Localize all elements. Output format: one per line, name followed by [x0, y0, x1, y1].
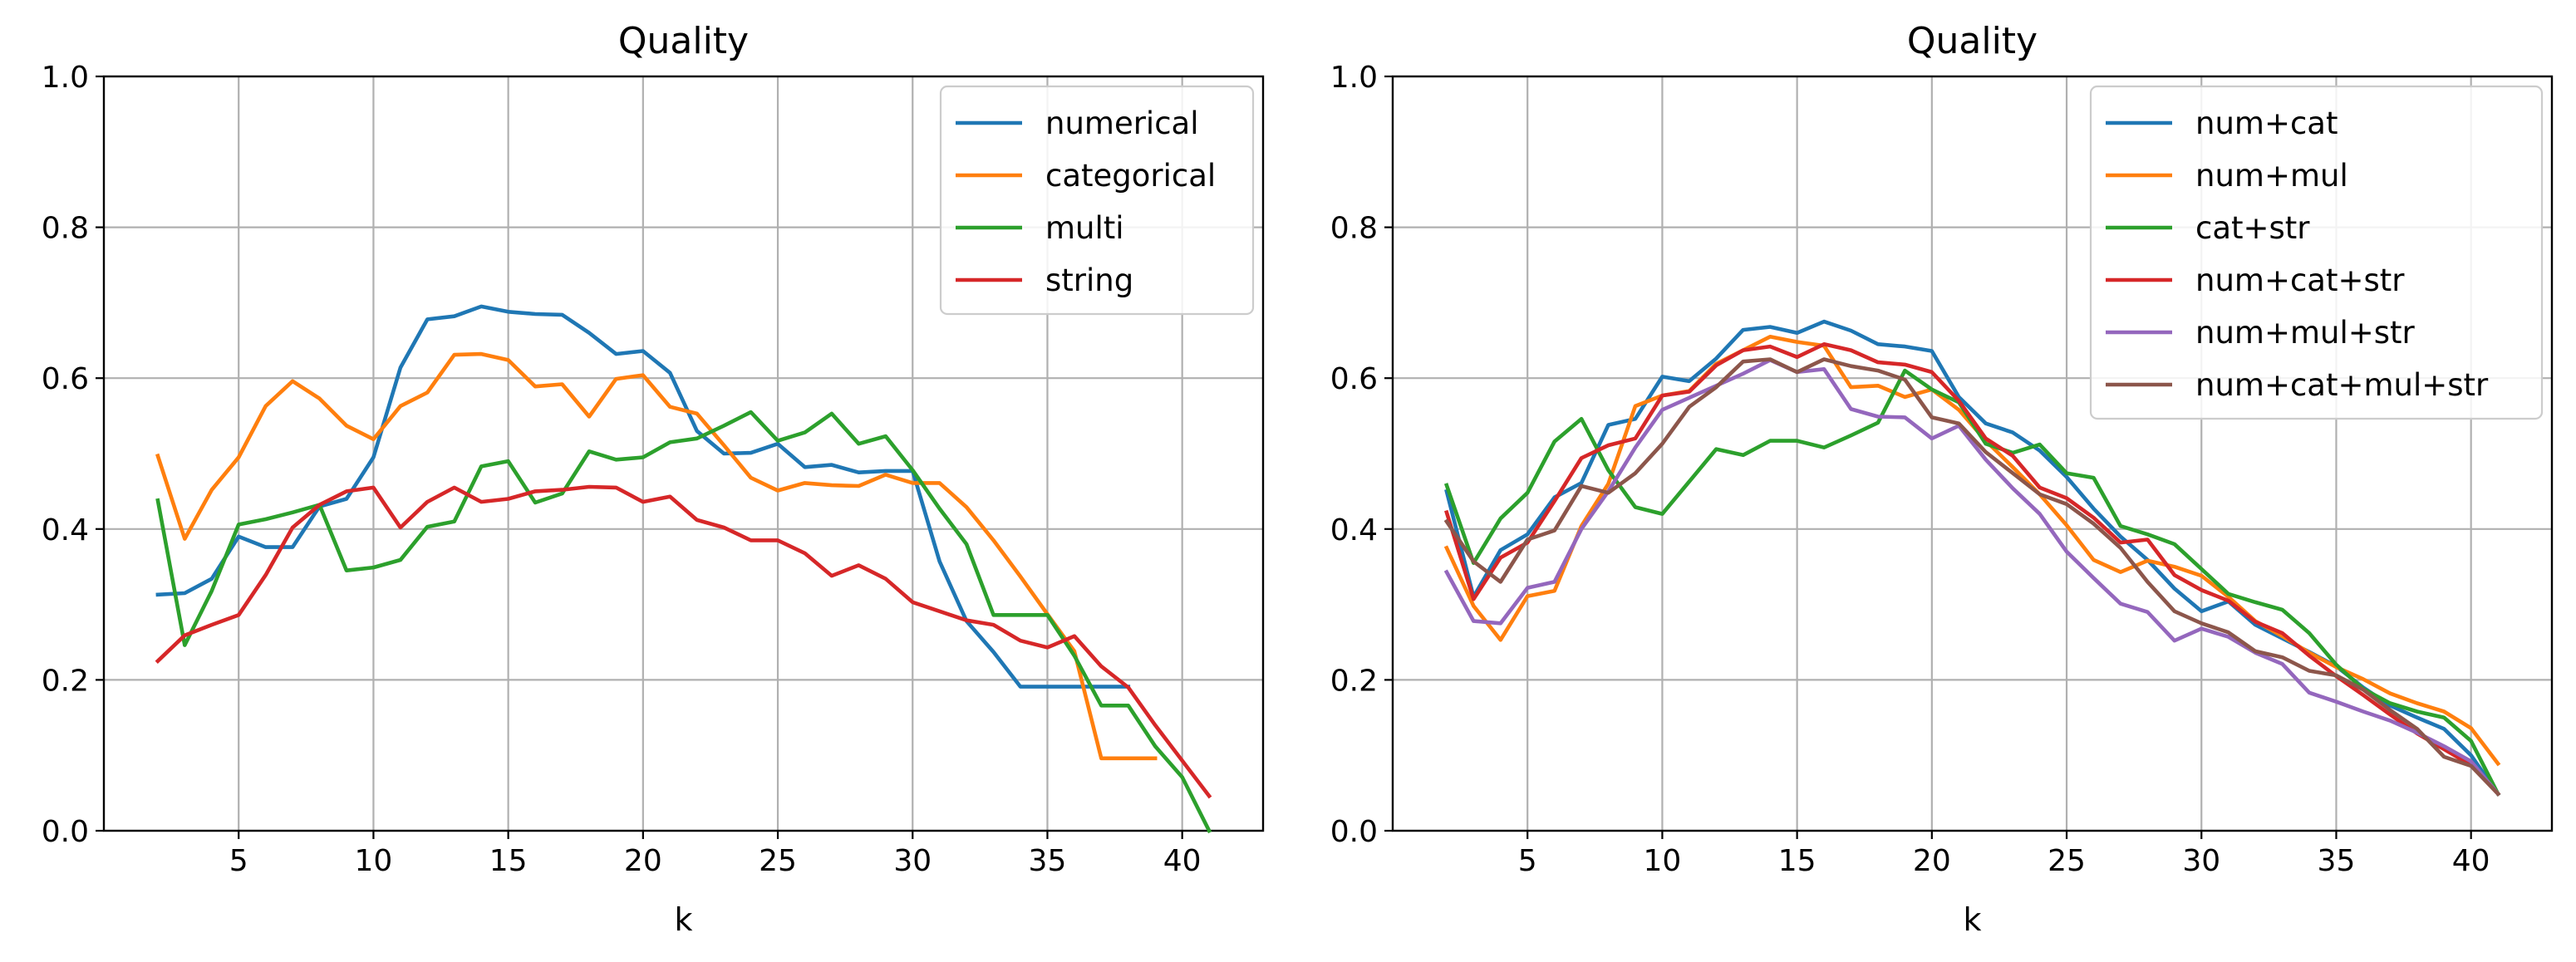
legend-label: num+cat+str	[2195, 263, 2405, 298]
chart-title: Quality	[618, 20, 749, 62]
x-tick-label: 15	[489, 844, 528, 878]
x-tick-label: 40	[2452, 844, 2490, 878]
x-tick-label: 35	[2318, 844, 2356, 878]
x-tick-label: 10	[355, 844, 393, 878]
plot-frame	[1391, 75, 2554, 832]
legend-label: categorical	[1045, 158, 1216, 194]
chart-panel-right: Quality k 5 10 15 20 25 30 35 40 0.0 0.2 0.4 0.6 0.8…	[1330, 20, 2554, 938]
legend-box	[2089, 85, 2544, 420]
x-tick-label: 5	[1518, 844, 1537, 878]
axes: 5 10 15 20 25 30 35 40 0.0 0.2 0.4 0.6 0.8 1.0	[1330, 61, 2554, 878]
legend-box	[939, 85, 1255, 316]
y-tick-label: 0.4	[1330, 513, 1378, 547]
legend-label: num+cat	[2195, 106, 2338, 141]
legend-label: numerical	[1045, 106, 1199, 141]
plot-frame	[102, 75, 1265, 832]
series-group	[155, 304, 1212, 834]
series-line-string	[155, 484, 1212, 799]
legend-label: num+mul+str	[2195, 315, 2416, 351]
y-tick-label: 1.0	[1330, 61, 1378, 95]
y-tick-label: 0.0	[42, 815, 89, 849]
y-tick-label: 0.8	[42, 212, 89, 246]
x-tick-label: 10	[1644, 844, 1682, 878]
legend-label: string	[1045, 263, 1133, 298]
legend-label: num+mul	[2195, 158, 2348, 194]
series-line-categorical	[155, 351, 1158, 761]
x-axis-label: k	[1963, 901, 1981, 938]
y-tick-label: 0.6	[1330, 362, 1378, 396]
axes: 5 10 15 20 25 30 35 40 0.0 0.2 0.4 0.6 0.8 1.0	[42, 61, 1265, 878]
y-tick-label: 0.0	[1330, 815, 1378, 849]
series-group	[1443, 319, 2501, 797]
x-tick-label: 25	[2048, 844, 2086, 878]
x-tick-label: 35	[1029, 844, 1067, 878]
series-line-cat-str	[1443, 368, 2501, 797]
legend: num+cat num+mul cat+str num+cat+str num+mul+…	[2089, 85, 2544, 420]
legend: numerical categorical multi string	[939, 85, 1255, 316]
x-tick-label: 20	[624, 844, 662, 878]
y-tick-label: 0.6	[42, 362, 89, 396]
x-tick-label: 25	[759, 844, 797, 878]
y-tick-label: 0.2	[42, 664, 89, 698]
y-tick-label: 0.2	[1330, 664, 1378, 698]
x-tick-label: 15	[1778, 844, 1816, 878]
x-axis-label: k	[674, 901, 692, 938]
legend-label: multi	[1045, 210, 1124, 246]
x-tick-label: 20	[1913, 844, 1951, 878]
series-line-num-mul-str	[1443, 358, 2501, 797]
x-tick-label: 30	[2182, 844, 2220, 878]
series-line-num-cat-mul-str	[1443, 357, 2501, 797]
x-tick-label: 5	[229, 844, 248, 878]
series-line-multi	[155, 410, 1212, 834]
x-tick-label: 30	[893, 844, 932, 878]
chart-panel-left: Quality k 5 10 15 20 25 30 35 40 0.0 0.2 0.4 0.6 0.8…	[42, 20, 1265, 938]
chart-title: Quality	[1907, 20, 2038, 62]
legend-label: cat+str	[2195, 210, 2310, 246]
series-line-num-cat-str	[1444, 342, 2501, 797]
y-tick-label: 0.4	[42, 513, 89, 547]
y-tick-label: 1.0	[42, 61, 89, 95]
x-tick-label: 40	[1163, 844, 1202, 878]
y-tick-label: 0.8	[1330, 212, 1378, 246]
legend-label: num+cat+mul+str	[2195, 367, 2489, 403]
